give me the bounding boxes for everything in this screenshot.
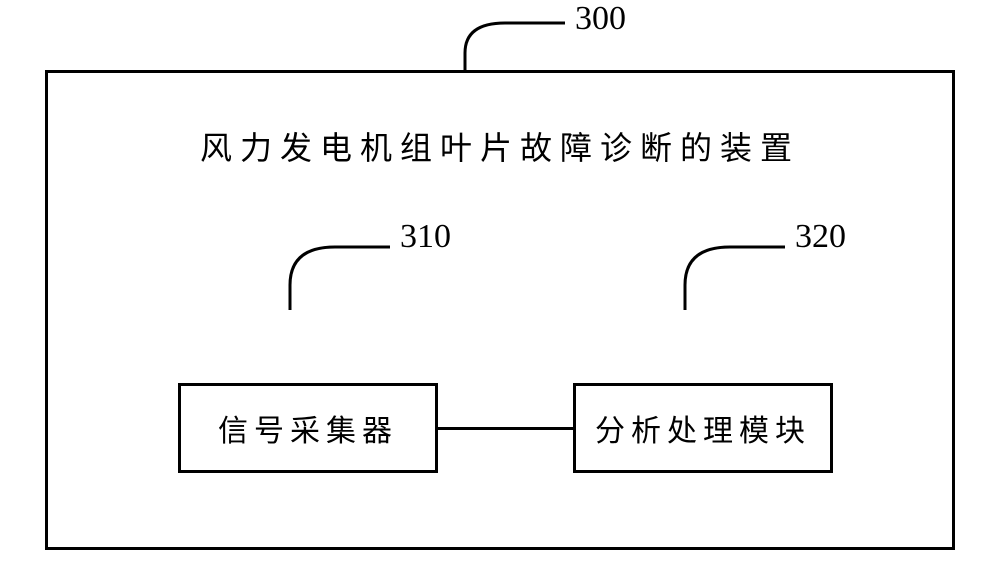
box-left-text: 信号采集器 [218, 406, 398, 450]
outer-container: 风力发电机组叶片故障诊断的装置 信号采集器 分析处理模块 [45, 70, 955, 550]
label-320: 320 [795, 218, 846, 256]
box-right-text: 分析处理模块 [595, 406, 811, 450]
label-300: 300 [575, 0, 626, 38]
box-analysis-module: 分析处理模块 [573, 383, 833, 473]
box-signal-collector: 信号采集器 [178, 383, 438, 473]
diagram-title: 风力发电机组叶片故障诊断的装置 [48, 123, 952, 169]
connector-line [438, 427, 573, 430]
label-310: 310 [400, 218, 451, 256]
